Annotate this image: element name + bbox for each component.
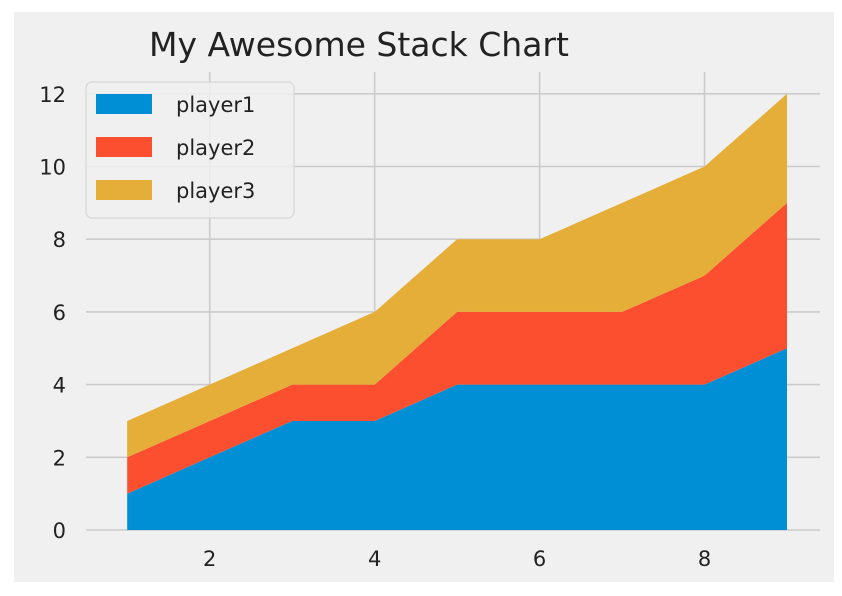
chart-figure: 0 2 4 6 8 10 12 2 4 6 8 My Awesome Stack Chart pla… (14, 12, 834, 582)
legend-swatch-player3 (96, 180, 152, 200)
x-tick-label-6: 6 (533, 547, 546, 571)
y-tick-label-8: 8 (53, 228, 66, 252)
x-tick-label-2: 2 (203, 547, 216, 571)
stacked-area-chart: 0 2 4 6 8 10 12 2 4 6 8 My Awesome Stack Chart pla… (39, 25, 820, 571)
y-tick-label-2: 2 (53, 446, 66, 470)
legend: player1 player2 player3 (85, 81, 295, 219)
y-tick-label-12: 12 (39, 83, 66, 107)
y-tick-label-0: 0 (53, 519, 66, 543)
area-series (127, 93, 787, 530)
y-tick-label-6: 6 (53, 301, 66, 325)
y-tick-label-10: 10 (39, 156, 66, 180)
legend-label-player2: player2 (176, 136, 255, 160)
tick-labels: 0 2 4 6 8 10 12 2 4 6 8 (39, 83, 711, 571)
x-tick-label-4: 4 (368, 547, 381, 571)
area-player3 (127, 93, 787, 458)
legend-label-player3: player3 (176, 179, 255, 203)
area-player2 (127, 202, 787, 494)
y-tick-label-4: 4 (53, 374, 66, 398)
x-tick-label-8: 8 (698, 547, 711, 571)
legend-swatch-player2 (96, 137, 152, 157)
legend-label-player1: player1 (176, 93, 255, 117)
area-player1 (127, 348, 787, 530)
chart-title: My Awesome Stack Chart (149, 25, 569, 64)
legend-swatch-player1 (96, 94, 152, 114)
